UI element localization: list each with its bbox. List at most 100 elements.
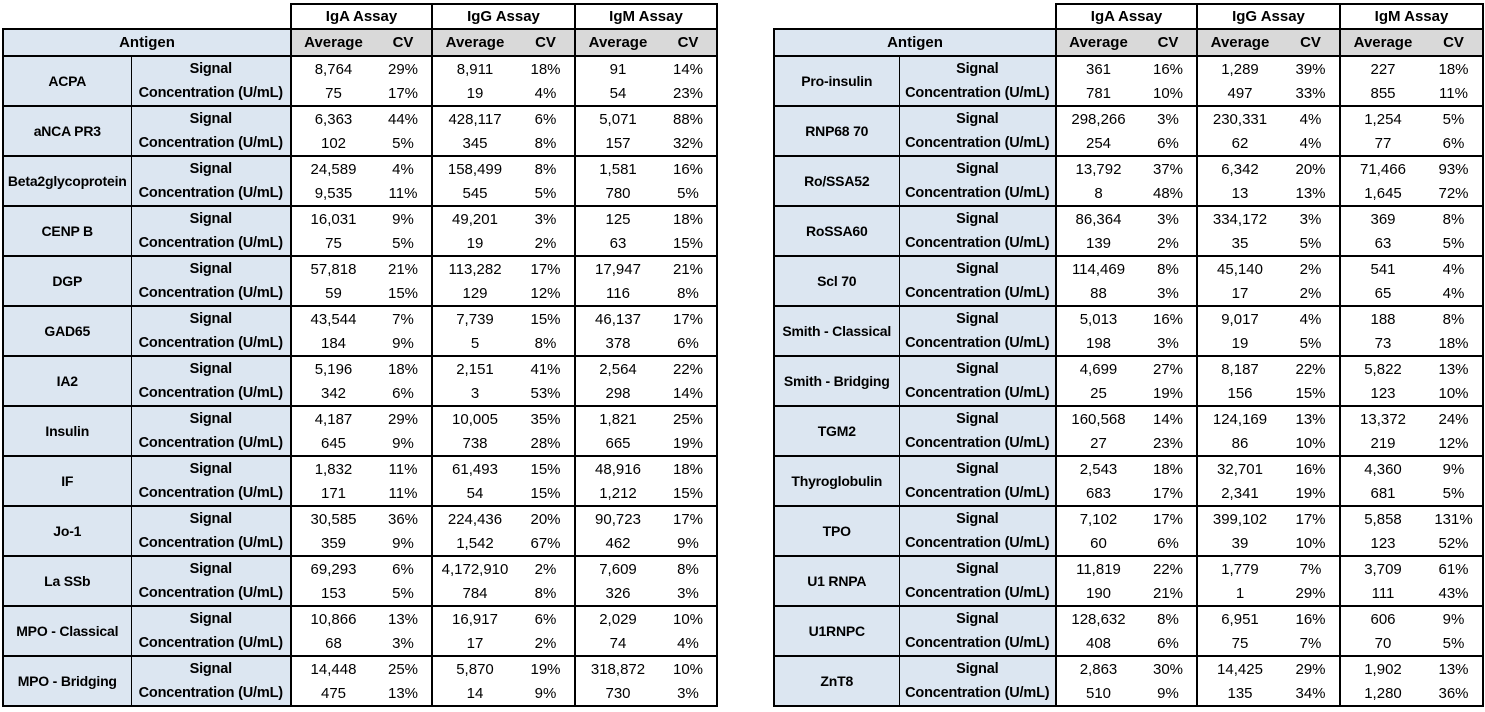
concentration-cv-cell: 11% [375, 481, 433, 506]
corner-spacer [3, 4, 291, 29]
concentration-cv-cell: 10% [1425, 381, 1484, 406]
row-label-concentration: Concentration (U/mL) [899, 381, 1057, 406]
signal-cv-cell: 13% [1425, 355, 1484, 381]
row-label-signal: Signal [899, 605, 1057, 631]
concentration-cv-cell: 19% [660, 431, 718, 456]
signal-average-cell: 24,589 [290, 155, 375, 181]
concentration-cv-cell: 11% [1425, 81, 1484, 106]
concentration-cv-cell: 48% [1140, 181, 1198, 206]
concentration-average-cell: 77 [1339, 131, 1425, 156]
concentration-average-cell: 9,535 [290, 181, 375, 206]
concentration-average-cell: 65 [1339, 281, 1425, 306]
concentration-cv-cell: 4% [517, 81, 576, 106]
row-label-concentration: Concentration (U/mL) [899, 431, 1057, 456]
signal-average-cell: 6,951 [1196, 605, 1282, 631]
signal-cv-cell: 5% [1425, 105, 1484, 131]
signal-average-cell: 69,293 [290, 555, 375, 581]
concentration-average-cell: 681 [1339, 481, 1425, 506]
signal-cv-cell: 17% [660, 505, 718, 531]
signal-average-cell: 5,858 [1339, 505, 1425, 531]
signal-cv-cell: 41% [517, 355, 576, 381]
concentration-cv-cell: 5% [375, 581, 433, 606]
signal-cv-cell: 19% [517, 655, 576, 681]
concentration-average-cell: 139 [1055, 231, 1140, 256]
signal-average-cell: 158,499 [431, 155, 517, 181]
signal-cv-cell: 25% [660, 405, 718, 431]
concentration-cv-cell: 5% [375, 231, 433, 256]
signal-average-cell: 2,151 [431, 355, 517, 381]
concentration-average-cell: 1,280 [1339, 681, 1425, 707]
concentration-average-cell: 14 [431, 681, 517, 707]
concentration-average-cell: 1,212 [574, 481, 660, 506]
concentration-cv-cell: 17% [1140, 481, 1198, 506]
corner-spacer [774, 4, 1056, 29]
row-label-signal: Signal [899, 455, 1057, 481]
concentration-average-cell: 497 [1196, 81, 1282, 106]
concentration-average-cell: 102 [290, 131, 375, 156]
concentration-cv-cell: 28% [517, 431, 576, 456]
signal-cv-cell: 16% [1282, 605, 1341, 631]
signal-average-cell: 428,117 [431, 105, 517, 131]
cv-column-header: CV [1425, 28, 1484, 57]
signal-average-cell: 6,363 [290, 105, 375, 131]
signal-average-cell: 17,947 [574, 255, 660, 281]
concentration-cv-cell: 34% [1282, 681, 1341, 707]
concentration-average-cell: 59 [290, 281, 375, 306]
signal-cv-cell: 22% [660, 355, 718, 381]
row-label-concentration: Concentration (U/mL) [131, 681, 292, 707]
signal-average-cell: 298,266 [1055, 105, 1140, 131]
signal-average-cell: 32,701 [1196, 455, 1282, 481]
signal-average-cell: 8,911 [431, 55, 517, 81]
row-label-concentration: Concentration (U/mL) [899, 131, 1057, 156]
concentration-cv-cell: 18% [1425, 331, 1484, 356]
row-label-signal: Signal [131, 55, 292, 81]
signal-cv-cell: 11% [375, 455, 433, 481]
concentration-cv-cell: 9% [1140, 681, 1198, 707]
signal-cv-cell: 8% [1140, 605, 1198, 631]
concentration-cv-cell: 6% [1140, 531, 1198, 556]
concentration-average-cell: 27 [1055, 431, 1140, 456]
row-label-concentration: Concentration (U/mL) [899, 231, 1057, 256]
signal-average-cell: 16,031 [290, 205, 375, 231]
antigen-name: U1 RNPA [773, 555, 900, 607]
signal-average-cell: 4,172,910 [431, 555, 517, 581]
signal-average-cell: 361 [1055, 55, 1140, 81]
concentration-average-cell: 219 [1339, 431, 1425, 456]
concentration-cv-cell: 5% [660, 181, 718, 206]
row-label-concentration: Concentration (U/mL) [131, 581, 292, 606]
cv-column-header: CV [660, 28, 718, 57]
row-label-signal: Signal [899, 105, 1057, 131]
concentration-average-cell: 510 [1055, 681, 1140, 707]
concentration-average-cell: 63 [574, 231, 660, 256]
signal-cv-cell: 4% [375, 155, 433, 181]
concentration-cv-cell: 13% [375, 681, 433, 707]
concentration-average-cell: 70 [1339, 631, 1425, 656]
row-label-concentration: Concentration (U/mL) [899, 481, 1057, 506]
concentration-average-cell: 254 [1055, 131, 1140, 156]
concentration-cv-cell: 5% [1282, 231, 1341, 256]
signal-cv-cell: 18% [660, 205, 718, 231]
concentration-average-cell: 156 [1196, 381, 1282, 406]
concentration-average-cell: 35 [1196, 231, 1282, 256]
antigen-name: ZnT8 [773, 655, 900, 707]
concentration-cv-cell: 10% [1282, 431, 1341, 456]
concentration-cv-cell: 9% [375, 331, 433, 356]
signal-cv-cell: 14% [660, 55, 718, 81]
antigen-name: CENP B [2, 205, 132, 257]
signal-cv-cell: 14% [1140, 405, 1198, 431]
concentration-average-cell: 13 [1196, 181, 1282, 206]
signal-average-cell: 318,872 [574, 655, 660, 681]
concentration-average-cell: 17 [1196, 281, 1282, 306]
concentration-cv-cell: 19% [1140, 381, 1198, 406]
row-label-signal: Signal [899, 555, 1057, 581]
concentration-cv-cell: 5% [1425, 481, 1484, 506]
concentration-average-cell: 17 [431, 631, 517, 656]
concentration-cv-cell: 23% [660, 81, 718, 106]
signal-average-cell: 1,289 [1196, 55, 1282, 81]
concentration-cv-cell: 67% [517, 531, 576, 556]
concentration-cv-cell: 5% [1282, 331, 1341, 356]
concentration-cv-cell: 5% [517, 181, 576, 206]
signal-cv-cell: 21% [375, 255, 433, 281]
row-label-concentration: Concentration (U/mL) [131, 131, 292, 156]
signal-cv-cell: 93% [1425, 155, 1484, 181]
